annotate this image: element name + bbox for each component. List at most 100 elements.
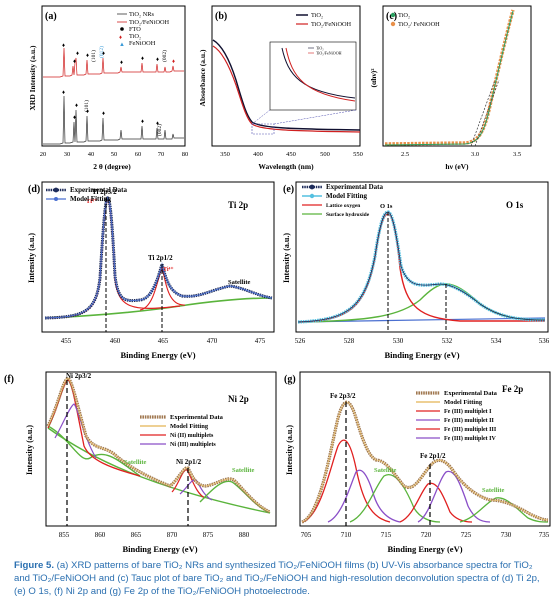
- inset-curve-tio2: [281, 47, 356, 99]
- x-tick: 30: [64, 151, 71, 158]
- x-tick: 865: [131, 531, 142, 539]
- legend-entry: TiO₂: [129, 33, 141, 40]
- x-tick: 735: [539, 531, 550, 539]
- plot-frame: [211, 5, 361, 147]
- svg-text:♦: ♦: [62, 43, 65, 49]
- x-tick: 550: [353, 151, 363, 158]
- legend-entry: TiO₂/FeNiOOH: [311, 21, 352, 28]
- svg-text:♦: ♦: [141, 119, 144, 125]
- x-tick: 3.0: [471, 151, 479, 158]
- inset-curve-tio2-feniooh: [285, 47, 356, 102]
- legend-entry: Ni (II) multiplets: [170, 432, 214, 439]
- xrd-pattern-tio2-feniooh: [43, 47, 184, 78]
- legend-entry: Fe (III) multiplet IV: [444, 435, 496, 442]
- svg-text:♦: ♦: [141, 56, 144, 62]
- peak-label: Ti 2p1/2: [148, 254, 173, 262]
- y-axis-label: Intensity (a.u.): [27, 233, 36, 283]
- x-axis-label: Binding Energy (eV): [384, 350, 459, 360]
- legend-entry: Experimental Data: [70, 186, 127, 194]
- x-tick: 450: [286, 151, 296, 158]
- lattice-oxygen-curve: [297, 213, 545, 323]
- x-tick: 20: [40, 151, 47, 158]
- legend-entry: Experimental Data: [326, 183, 383, 191]
- panel-title: Ti 2p: [228, 200, 248, 210]
- panel-title: Fe 2p: [502, 384, 523, 394]
- x-tick: 400: [253, 151, 263, 158]
- x-axis-label: Binding Energy (eV): [120, 350, 195, 360]
- satellite-curve-1: [349, 474, 441, 523]
- svg-text:♦: ♦: [73, 115, 76, 121]
- peak-label: Ni 2p1/2: [176, 458, 202, 466]
- panel-b-uvvis: (b) Absorbance (a.u.) Wavelength (nm) 35…: [198, 5, 363, 171]
- y-axis-label: Intensity (a.u.): [282, 233, 291, 283]
- peak-label: Fe 2p1/2: [420, 452, 446, 460]
- x-tick: 705: [301, 531, 312, 539]
- panel-letter: (g): [284, 374, 296, 385]
- multiplet-iii-2: [399, 482, 473, 523]
- legend-entry: TiO₂/ FeNiOOH: [398, 21, 440, 28]
- panel-title: O 1s: [506, 200, 524, 210]
- satellite-curve: [47, 425, 141, 477]
- svg-text:♦: ♦: [120, 60, 123, 66]
- multiplet-iv-2: [417, 470, 491, 523]
- x-tick: 730: [501, 531, 512, 539]
- peak-label: (101): [83, 100, 90, 112]
- absorbance-curve-tio2: [212, 39, 361, 131]
- peak-label: Satellite: [228, 279, 250, 286]
- x-tick: 70: [158, 151, 165, 158]
- peak-label: Fe 2p3/2: [330, 392, 356, 400]
- legend-entry: Surface hydroxide: [326, 212, 370, 218]
- x-tick: 875: [203, 531, 214, 539]
- svg-text:♦: ♦: [102, 51, 105, 57]
- peak-label: Satellite: [232, 467, 254, 474]
- y-axis-label: Absorbance (a.u.): [198, 49, 207, 106]
- peak-label: Ti⁴⁺: [86, 198, 98, 205]
- peak-label: (012): [98, 46, 105, 58]
- panel-f-ni2p: (f) Ni 2p Intensity (a.u.) Binding Energ…: [4, 371, 277, 554]
- x-tick: 880: [239, 531, 250, 539]
- y-axis-label: Intensity (a.u.): [285, 425, 294, 475]
- legend-entry: Fe (III) multiplet III: [444, 426, 497, 433]
- panel-a-xrd: (a) XRD Intensity (a.u.) 2 θ (degree) 20…: [28, 5, 188, 171]
- x-tick: 60: [135, 151, 142, 158]
- x-tick: 710: [341, 531, 352, 539]
- zoom-region: [251, 123, 275, 135]
- x-axis-label: Binding Energy (eV): [387, 544, 462, 554]
- y-axis-label: XRD Intensity (a.u.): [28, 45, 37, 111]
- tangent-line: [470, 79, 496, 147]
- legend: Experimental Data Model Fitting Fe (III)…: [416, 390, 498, 442]
- plot-frame: [41, 5, 186, 147]
- panel-letter: (d): [28, 184, 40, 195]
- legend-entry: FeNiOOH: [129, 40, 156, 47]
- experimental-curve: [297, 210, 546, 324]
- model-fit-curve: [297, 211, 546, 323]
- x-tick: 715: [381, 531, 392, 539]
- panel-letter: (f): [4, 374, 14, 385]
- panel-g-fe2p: (g) Fe 2p Intensity (a.u.) Binding Energ…: [284, 371, 551, 554]
- peak-label: O 1s: [380, 203, 393, 210]
- legend-entry: Ni (III) multiplets: [170, 441, 216, 448]
- x-tick: 40: [88, 151, 95, 158]
- plot-frame: [45, 371, 277, 527]
- legend: Experimental Data Model Fitting: [46, 186, 127, 203]
- plot-frame: [382, 5, 532, 147]
- svg-text:♦: ♦: [119, 35, 122, 41]
- x-tick: 2.5: [401, 151, 409, 158]
- legend-entry: Model Fitting: [70, 195, 112, 203]
- legend-entry: FTO: [129, 26, 141, 33]
- legend: Experimental Data Model Fitting Lattice …: [302, 183, 383, 218]
- inset-legend-entry: TiO₂: [316, 46, 324, 51]
- x-axis-label: Wavelength (nm): [258, 162, 314, 171]
- figure-caption: Figure 5. (a) XRD patterns of bare TiO₂ …: [14, 560, 542, 598]
- xrd-pattern-tio2-nrs: [43, 95, 184, 145]
- svg-text:♦: ♦: [86, 109, 89, 115]
- legend-entry: Experimental Data: [444, 390, 498, 397]
- x-axis-label: hν (eV): [445, 162, 469, 171]
- caption-text: (a) XRD patterns of bare TiO₂ NRs and sy…: [14, 560, 540, 597]
- panel-title: Ni 2p: [228, 394, 249, 404]
- panel-letter: (a): [45, 11, 57, 22]
- legend: Experimental Data Model Fitting Ni (II) …: [140, 414, 224, 448]
- x-tick: 534: [491, 337, 502, 345]
- y-axis-label: (αhν)²: [369, 68, 378, 88]
- x-tick: 725: [461, 531, 472, 539]
